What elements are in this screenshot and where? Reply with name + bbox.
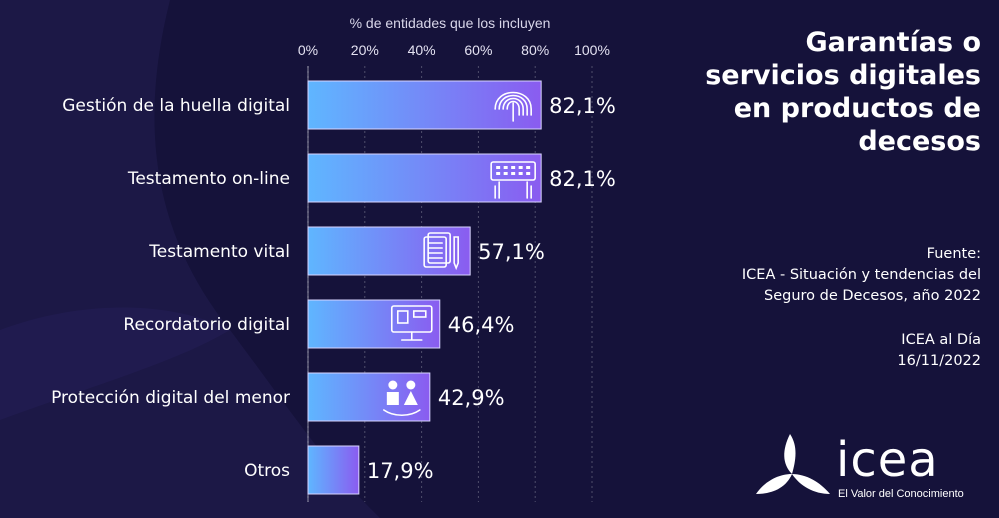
x-tick-label: 0% — [298, 42, 318, 58]
fingerprint-icon — [494, 91, 532, 122]
bar — [307, 445, 360, 495]
title-line: decesos — [858, 126, 981, 157]
publication-info: ICEA al Día 16/11/2022 — [681, 330, 981, 372]
logo-tagline: El Valor del Conocimiento — [838, 488, 964, 500]
title-line: Garantías o — [805, 27, 981, 58]
value-label: 82,1% — [549, 94, 616, 118]
category-label: Gestión de la huella digital — [62, 96, 290, 116]
value-label: 57,1% — [478, 240, 545, 264]
publication-name: ICEA al Día — [901, 332, 981, 348]
logo-mark-icon — [756, 434, 830, 494]
category-label: Recordatorio digital — [123, 315, 290, 335]
publication-date: 16/11/2022 — [897, 353, 981, 369]
x-tick-label: 80% — [521, 42, 549, 58]
value-label: 82,1% — [549, 167, 616, 191]
bars — [307, 80, 542, 495]
bar — [307, 80, 542, 130]
logo-wordmark: icea — [836, 432, 939, 488]
grid — [307, 66, 593, 502]
bar-icons — [383, 91, 536, 417]
x-tick-label: 60% — [464, 42, 492, 58]
value-labels: 82,1% 82,1% 57,1% 46,4% 42,9% 17,9% — [367, 94, 616, 483]
chart-title: Garantías o servicios digitales en produ… — [641, 26, 981, 158]
monitor-icon — [390, 305, 433, 341]
x-axis-title: % de entidades que los incluyen — [350, 15, 551, 31]
category-labels: Gestión de la huella digital Testamento o… — [51, 96, 290, 481]
source-line: ICEA - Situación y tendencias del — [741, 267, 981, 283]
source-note: Fuente: ICEA - Situación y tendencias de… — [601, 244, 981, 307]
keyboard-hands-icon — [490, 161, 536, 199]
title-line: servicios digitales — [705, 60, 981, 91]
x-tick-label: 100% — [574, 42, 610, 58]
value-label: 17,9% — [367, 459, 434, 483]
value-label: 42,9% — [438, 386, 505, 410]
value-label: 46,4% — [448, 313, 515, 337]
title-line: en productos de — [733, 93, 981, 124]
x-tick-label: 40% — [408, 42, 436, 58]
category-label: Otros — [244, 461, 290, 481]
source-label: Fuente: — [926, 246, 981, 262]
children-icon — [383, 380, 421, 417]
category-label: Protección digital del menor — [51, 388, 290, 408]
source-line: Seguro de Decesos, año 2022 — [763, 288, 981, 304]
x-axis-ticks: 0% 20% 40% 60% 80% 100% — [298, 42, 610, 58]
category-label: Testamento vital — [148, 242, 290, 262]
category-label: Testamento on-line — [127, 169, 290, 189]
document-pen-icon — [423, 232, 459, 271]
x-tick-label: 20% — [351, 42, 379, 58]
icea-logo: icea El Valor del Conocimiento — [752, 430, 992, 510]
